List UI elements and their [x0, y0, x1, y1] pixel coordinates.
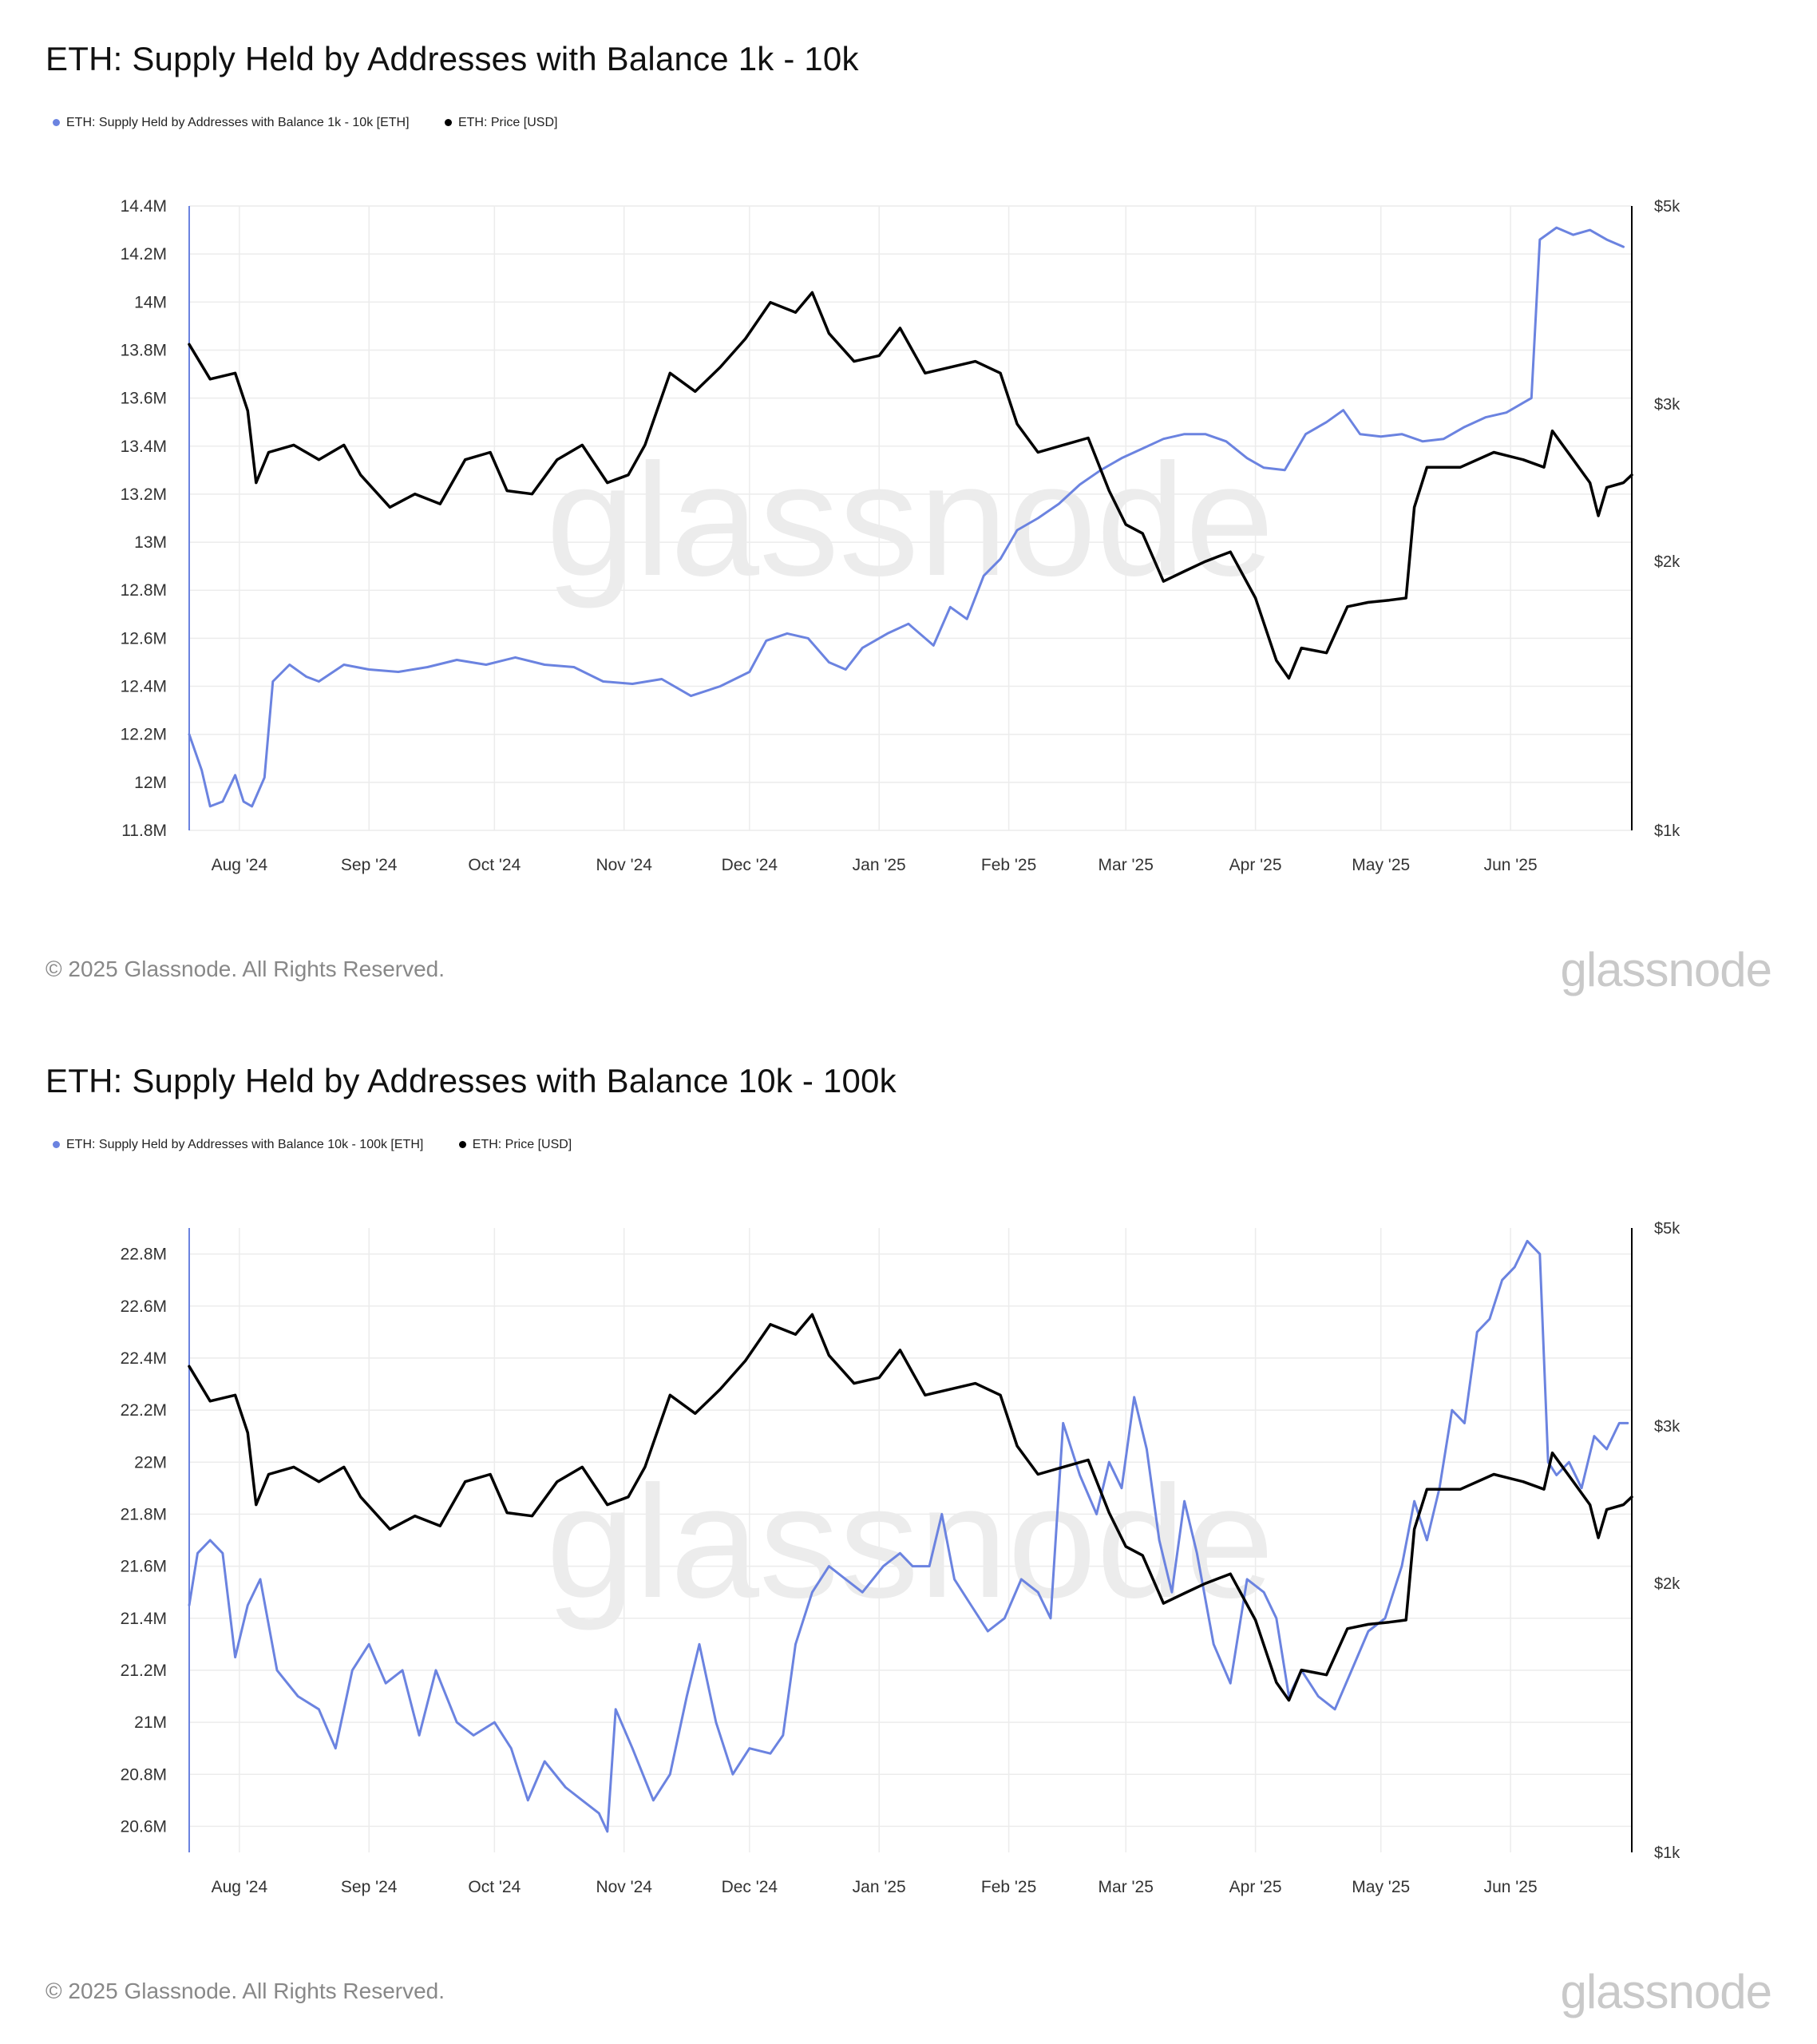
chart-svg-1k-10k[interactable]: glassnode 11.8M 12M 12.2M 12.4M 12.6M 12.8M 13M… [0, 0, 1817, 1022]
x-tick-label: Apr '25 [1229, 1878, 1282, 1896]
x-tick-label: Jan '25 [853, 1878, 906, 1896]
y-left-tick-label: 13.4M [121, 438, 167, 456]
y-left-tick-label: 22.6M [121, 1297, 167, 1316]
x-tick-label: May '25 [1352, 1878, 1410, 1896]
x-tick-label: Jan '25 [853, 856, 906, 874]
y-left-tick-label: 21M [134, 1713, 167, 1732]
legend-dot-supply-icon [53, 1141, 60, 1149]
series-line-price[interactable] [188, 1313, 1633, 1702]
x-tick-label: Aug '24 [212, 856, 268, 874]
x-tick-label: Oct '24 [468, 856, 521, 874]
y-right-tick-label: $5k [1654, 1220, 1680, 1238]
x-tick-label: Jun '25 [1484, 856, 1538, 874]
legend-label-supply: ETH: Supply Held by Addresses with Balan… [66, 116, 410, 129]
legend-item-supply[interactable]: ETH: Supply Held by Addresses with Balan… [53, 116, 410, 130]
y-left-tick-label: 13M [134, 533, 167, 552]
legend-label-price: ETH: Price [USD] [472, 1138, 572, 1151]
y-left-tick-label: 21.2M [121, 1662, 167, 1680]
glassnode-logo: glassnode [1560, 1965, 1772, 2018]
x-tick-label: Sep '24 [341, 856, 398, 874]
x-tick-label: Oct '24 [468, 1878, 521, 1896]
y-left-tick-label: 12.8M [121, 581, 167, 600]
footer-copyright: © 2025 Glassnode. All Rights Reserved. [46, 1979, 445, 2003]
x-tick-label: Feb '25 [981, 1878, 1036, 1896]
y-left-tick-label: 14.2M [121, 245, 167, 263]
x-tick-label: Dec '24 [722, 856, 778, 874]
legend-dot-price-icon [458, 1141, 466, 1149]
chart-title: ETH: Supply Held by Addresses with Balan… [46, 40, 859, 77]
x-tick-label: Sep '24 [341, 1878, 398, 1896]
series-line-price[interactable] [188, 291, 1633, 680]
y-right-tick-label: $3k [1654, 396, 1680, 414]
legend-label-supply: ETH: Supply Held by Addresses with Balan… [66, 1138, 424, 1151]
x-tick-label: Apr '25 [1229, 856, 1282, 874]
chart-panel-10k-100k: glassnode 20.6M 20.8M 21M 21.2M 21.4M 21.6M 21.… [0, 1022, 1817, 2044]
footer-copyright: © 2025 Glassnode. All Rights Reserved. [46, 957, 445, 981]
legend-dot-price-icon [444, 119, 452, 127]
series-line-supply[interactable] [188, 1239, 1629, 1833]
y-left-tick-label: 14M [134, 293, 167, 311]
y-left-tick-label: 20.6M [121, 1817, 167, 1836]
y-left-tick-label: 22M [134, 1453, 167, 1472]
y-left-tick-label: 12.4M [121, 678, 167, 696]
glassnode-logo: glassnode [1560, 943, 1772, 996]
watermark-text: glassnode [546, 431, 1274, 609]
legend-label-price: ETH: Price [USD] [457, 116, 558, 129]
y-left-tick-label: 13.2M [121, 485, 167, 504]
x-tick-label: Nov '24 [596, 1878, 652, 1896]
x-tick-label: Feb '25 [981, 856, 1036, 874]
legend-item-price[interactable]: ETH: Price [USD] [444, 116, 558, 130]
chart-title: ETH: Supply Held by Addresses with Balan… [46, 1062, 897, 1099]
y-right-tick-label: $2k [1654, 553, 1680, 571]
chart-legend: ETH: Supply Held by Addresses with Balan… [53, 1138, 604, 1152]
y-left-tick-label: 22.8M [121, 1246, 167, 1264]
y-right-tick-label: $5k [1654, 198, 1680, 216]
x-tick-label: Nov '24 [596, 856, 652, 874]
y-left-tick-label: 21.6M [121, 1558, 167, 1576]
y-left-tick-label: 12.2M [121, 726, 167, 744]
legend-dot-supply-icon [53, 119, 60, 127]
y-left-tick-label: 22.4M [121, 1349, 167, 1368]
y-left-tick-label: 12.6M [121, 629, 167, 648]
y-left-tick-label: 13.8M [121, 341, 167, 359]
x-tick-label: Mar '25 [1099, 856, 1154, 874]
y-left-tick-label: 12M [134, 774, 167, 792]
y-left-tick-label: 13.6M [121, 390, 167, 408]
y-right-tick-label: $1k [1654, 822, 1680, 840]
y-left-tick-label: 21.4M [121, 1610, 167, 1628]
x-tick-label: May '25 [1352, 856, 1410, 874]
y-right-tick-label: $1k [1654, 1844, 1680, 1862]
y-left-tick-label: 21.8M [121, 1505, 167, 1523]
y-left-tick-label: 11.8M [121, 822, 167, 840]
x-tick-label: Dec '24 [722, 1878, 778, 1896]
legend-item-supply[interactable]: ETH: Supply Held by Addresses with Balan… [53, 1138, 423, 1152]
y-left-tick-label: 20.8M [121, 1765, 167, 1784]
y-left-tick-label: 22.2M [121, 1401, 167, 1420]
y-left-tick-label: 14.4M [121, 197, 167, 216]
x-tick-label: Aug '24 [212, 1878, 268, 1896]
chart-panel-1k-10k: glassnode 11.8M 12M 12.2M 12.4M 12.6M 12.8M 13M… [0, 0, 1817, 1022]
chart-legend: ETH: Supply Held by Addresses with Balan… [53, 116, 589, 130]
series-line-supply[interactable] [188, 226, 1625, 808]
x-tick-label: Jun '25 [1484, 1878, 1538, 1896]
chart-svg-10k-100k[interactable]: glassnode 20.6M 20.8M 21M 21.2M 21.4M 21.6M 21.… [0, 1022, 1817, 2044]
y-right-tick-label: $3k [1654, 1418, 1680, 1436]
legend-item-price[interactable]: ETH: Price [USD] [458, 1138, 572, 1152]
watermark-text: glassnode [546, 1453, 1274, 1631]
y-right-tick-label: $2k [1654, 1575, 1680, 1593]
x-tick-label: Mar '25 [1099, 1878, 1154, 1896]
